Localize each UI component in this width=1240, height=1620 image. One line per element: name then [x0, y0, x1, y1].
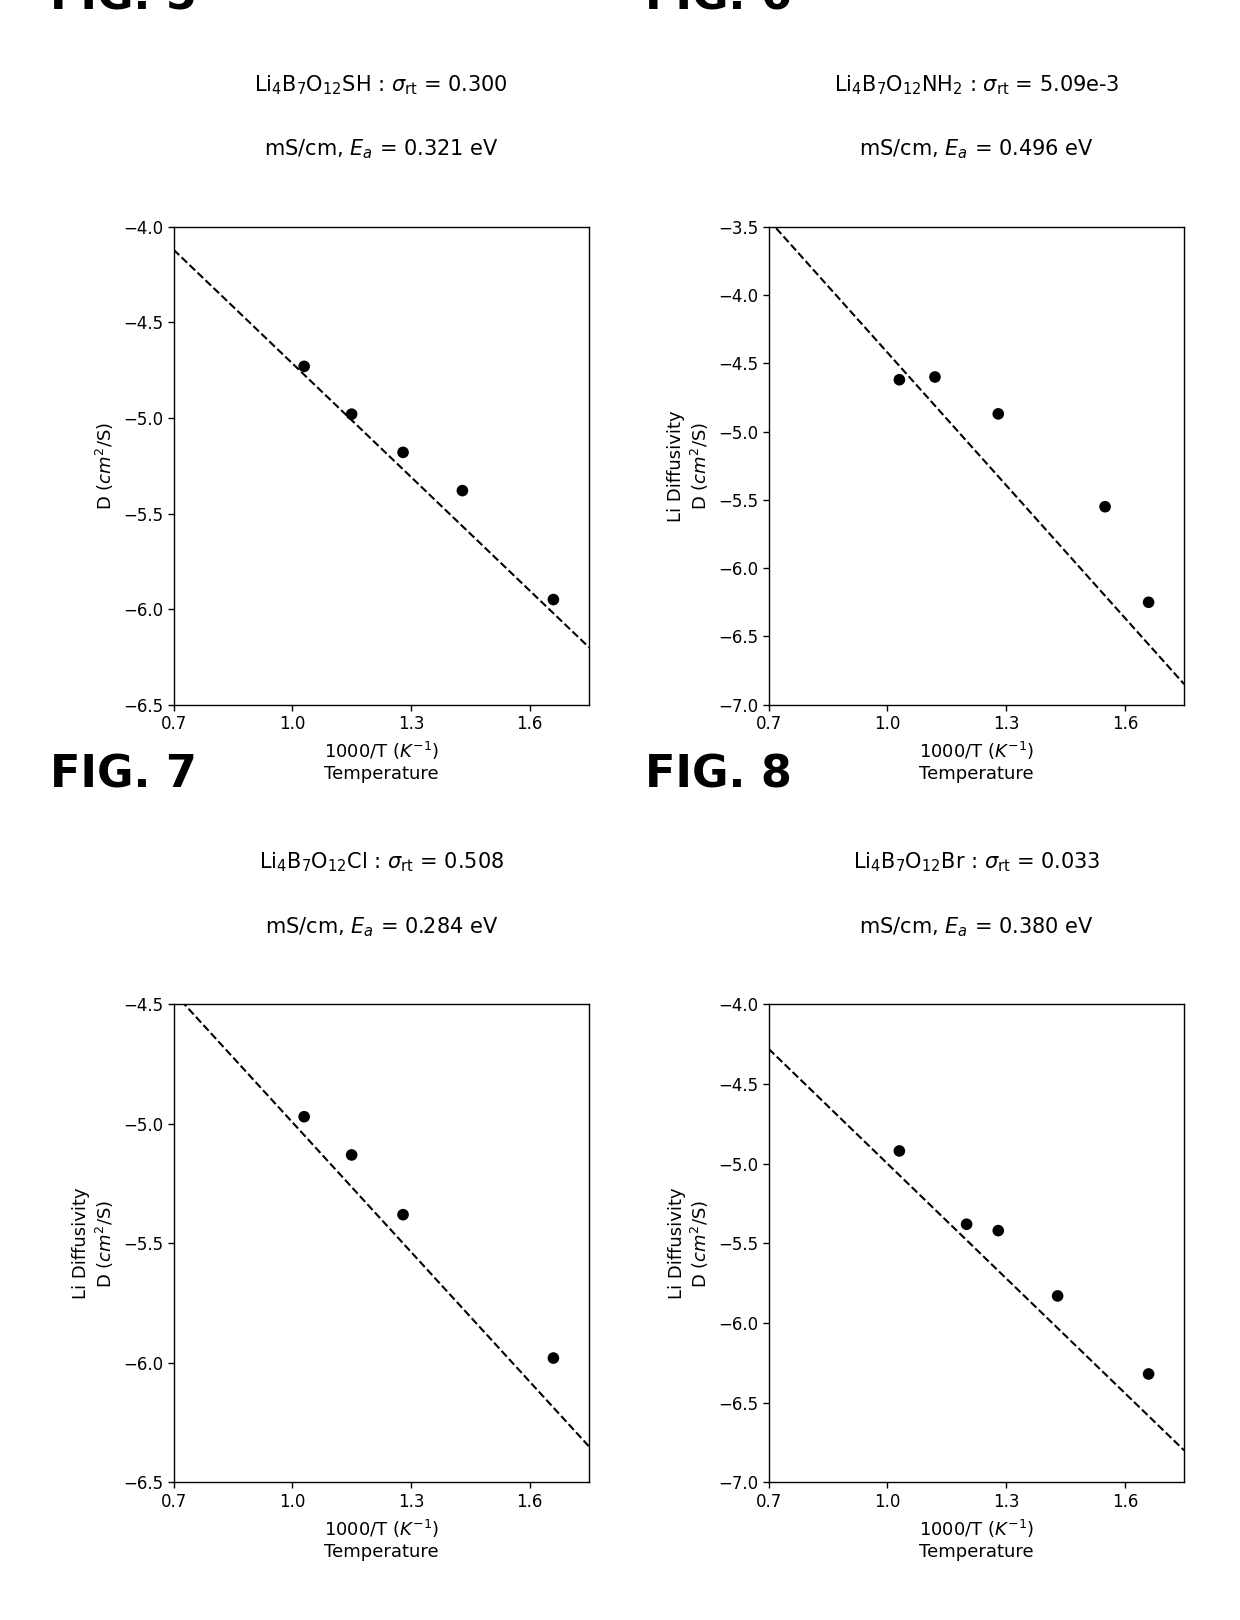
Point: [1095, 494, 1115, 520]
Point: [957, 1212, 977, 1238]
Point: [543, 1345, 563, 1371]
Point: [1138, 1361, 1158, 1387]
Point: [925, 364, 945, 390]
Text: mS/cm, $E_a$ = 0.496 eV: mS/cm, $E_a$ = 0.496 eV: [859, 138, 1094, 162]
Point: [294, 1103, 314, 1129]
Point: [393, 439, 413, 465]
Text: Li$_4$B$_7$O$_{12}$SH : $\sigma_{\rm rt}$ = 0.300: Li$_4$B$_7$O$_{12}$SH : $\sigma_{\rm rt}…: [254, 73, 508, 97]
Text: mS/cm, $E_a$ = 0.321 eV: mS/cm, $E_a$ = 0.321 eV: [264, 138, 498, 162]
Point: [342, 402, 362, 428]
Point: [889, 366, 909, 392]
Point: [294, 353, 314, 379]
Text: mS/cm, $E_a$ = 0.284 eV: mS/cm, $E_a$ = 0.284 eV: [264, 915, 498, 940]
Text: Li$_4$B$_7$O$_{12}$NH$_2$ : $\sigma_{\rm rt}$ = 5.09e-3: Li$_4$B$_7$O$_{12}$NH$_2$ : $\sigma_{\rm…: [833, 73, 1120, 97]
Point: [453, 478, 472, 504]
Text: FIG. 7: FIG. 7: [50, 753, 196, 797]
Y-axis label: D ($cm^2$/S): D ($cm^2$/S): [94, 421, 117, 510]
Point: [889, 1137, 909, 1163]
Text: Li$_4$B$_7$O$_{12}$Cl : $\sigma_{\rm rt}$ = 0.508: Li$_4$B$_7$O$_{12}$Cl : $\sigma_{\rm rt}…: [259, 850, 503, 875]
Point: [988, 1218, 1008, 1244]
Text: FIG. 6: FIG. 6: [645, 0, 791, 19]
Text: FIG. 8: FIG. 8: [645, 753, 791, 797]
Y-axis label: Li Diffusivity
D ($cm^2$/S): Li Diffusivity D ($cm^2$/S): [72, 1187, 117, 1299]
Y-axis label: Li Diffusivity
D ($cm^2$/S): Li Diffusivity D ($cm^2$/S): [667, 1187, 712, 1299]
Point: [1138, 590, 1158, 616]
Text: FIG. 5: FIG. 5: [50, 0, 196, 19]
Point: [1048, 1283, 1068, 1309]
X-axis label: 1000/T ($K^{-1}$)
Temperature: 1000/T ($K^{-1}$) Temperature: [919, 1518, 1034, 1560]
X-axis label: 1000/T ($K^{-1}$)
Temperature: 1000/T ($K^{-1}$) Temperature: [324, 740, 439, 782]
Text: mS/cm, $E_a$ = 0.380 eV: mS/cm, $E_a$ = 0.380 eV: [859, 915, 1094, 940]
Point: [543, 586, 563, 612]
Text: Li$_4$B$_7$O$_{12}$Br : $\sigma_{\rm rt}$ = 0.033: Li$_4$B$_7$O$_{12}$Br : $\sigma_{\rm rt}…: [853, 850, 1100, 875]
X-axis label: 1000/T ($K^{-1}$)
Temperature: 1000/T ($K^{-1}$) Temperature: [919, 740, 1034, 782]
Y-axis label: Li Diffusivity
D ($cm^2$/S): Li Diffusivity D ($cm^2$/S): [667, 410, 712, 522]
Point: [342, 1142, 362, 1168]
Point: [393, 1202, 413, 1228]
X-axis label: 1000/T ($K^{-1}$)
Temperature: 1000/T ($K^{-1}$) Temperature: [324, 1518, 439, 1560]
Point: [988, 400, 1008, 426]
